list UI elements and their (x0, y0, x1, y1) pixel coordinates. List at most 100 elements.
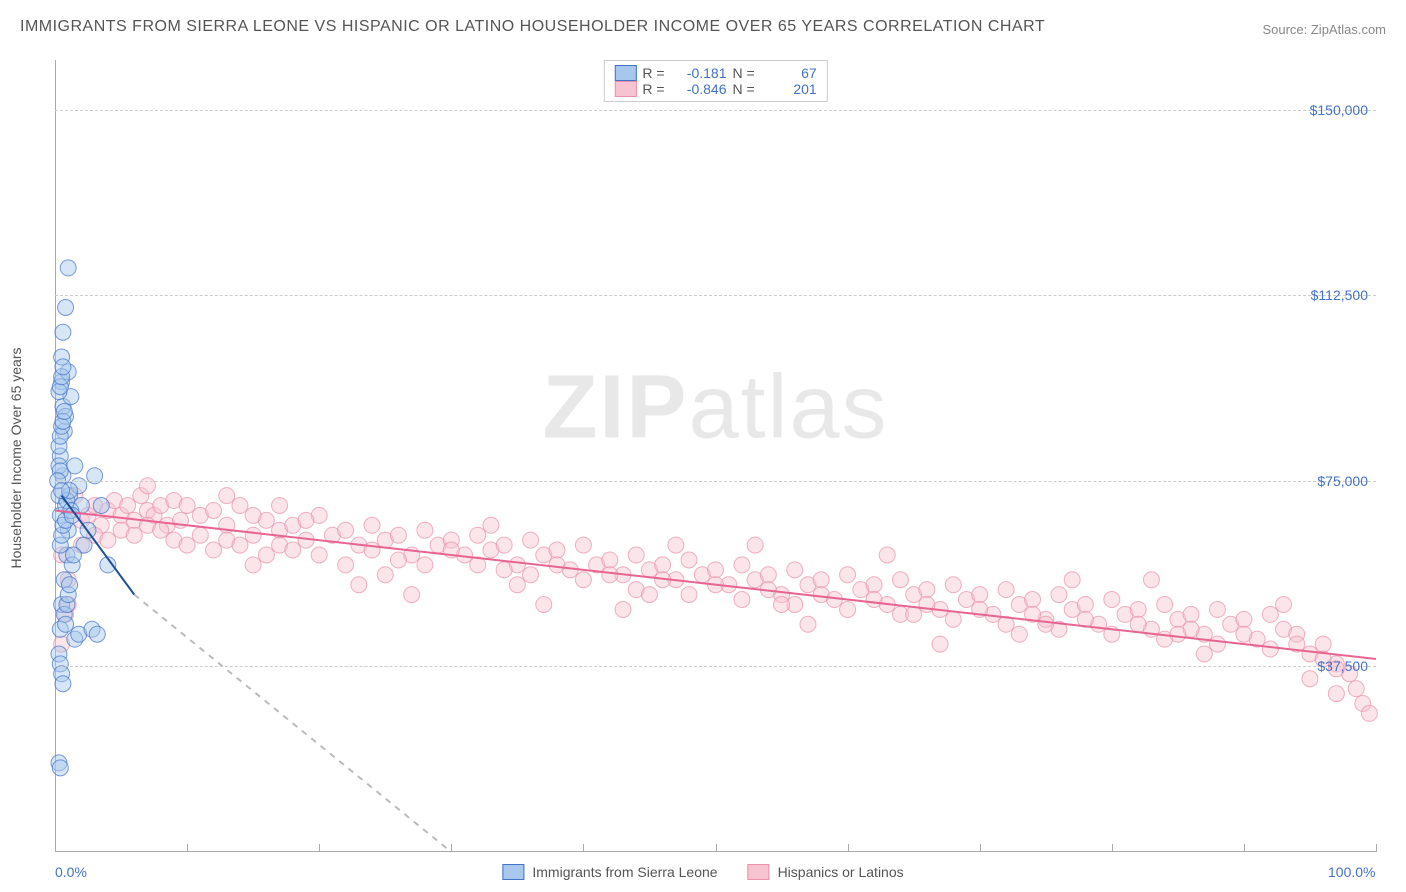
y-tick-label: $112,500 (1311, 287, 1368, 303)
gridline-h (55, 666, 1376, 667)
scatter-point (245, 507, 261, 523)
scatter-point (945, 611, 961, 627)
scatter-point (377, 567, 393, 583)
scatter-point (549, 557, 565, 573)
scatter-point (1183, 606, 1199, 622)
scatter-point (1302, 671, 1318, 687)
scatter-point (932, 636, 948, 652)
scatter-point (126, 527, 142, 543)
scatter-point (575, 572, 591, 588)
scatter-point (272, 498, 288, 514)
scatter-point (390, 552, 406, 568)
scatter-point (1236, 611, 1252, 627)
bottom-legend: Immigrants from Sierra Leone Hispanics o… (502, 864, 903, 880)
r-value-1: -0.181 (671, 65, 727, 81)
scatter-point (496, 537, 512, 553)
scatter-point (1157, 597, 1173, 613)
scatter-point (483, 517, 499, 533)
scatter-point (1262, 606, 1278, 622)
scatter-point (311, 547, 327, 563)
scatter-point (298, 512, 314, 528)
scatter-point (813, 587, 829, 603)
scatter-point (813, 572, 829, 588)
scatter-point (232, 537, 248, 553)
y-tick-label: $150,000 (1310, 102, 1368, 118)
scatter-point (800, 616, 816, 632)
scatter-point (1236, 626, 1252, 642)
scatter-point (747, 537, 763, 553)
scatter-point (1209, 601, 1225, 617)
scatter-point (866, 592, 882, 608)
bottom-legend-swatch-2 (748, 864, 770, 880)
scatter-point (285, 542, 301, 558)
scatter-point (67, 458, 83, 474)
scatter-point (351, 577, 367, 593)
scatter-point (56, 403, 72, 419)
scatter-point (1104, 592, 1120, 608)
legend-swatch-1 (614, 65, 636, 81)
scatter-point (245, 557, 261, 573)
scatter-point (89, 626, 105, 642)
x-tick-label: 100.0% (1328, 864, 1375, 880)
regression-line (134, 595, 451, 852)
scatter-point (998, 582, 1014, 598)
x-tick-mark (1112, 844, 1113, 852)
scatter-point (708, 562, 724, 578)
scatter-point (866, 577, 882, 593)
n-label-2: N = (733, 81, 755, 97)
regression-line (55, 510, 1376, 659)
scatter-point (232, 498, 248, 514)
scatter-point (919, 597, 935, 613)
scatter-point (55, 324, 71, 340)
x-tick-mark (716, 844, 717, 852)
bottom-legend-swatch-1 (502, 864, 524, 880)
scatter-point (417, 522, 433, 538)
scatter-point (1011, 626, 1027, 642)
scatter-point (417, 557, 433, 573)
scatter-point (60, 260, 76, 276)
scatter-point (1143, 572, 1159, 588)
scatter-point (655, 557, 671, 573)
scatter-point (536, 597, 552, 613)
scatter-point (840, 567, 856, 583)
scatter-point (668, 537, 684, 553)
x-tick-mark (187, 844, 188, 852)
scatter-point (892, 572, 908, 588)
scatter-point (1209, 636, 1225, 652)
scatter-point (1038, 616, 1054, 632)
gridline-h (55, 295, 1376, 296)
scatter-point (192, 527, 208, 543)
scatter-point (641, 587, 657, 603)
scatter-point (120, 498, 136, 514)
scatter-point (338, 522, 354, 538)
x-tick-mark (319, 844, 320, 852)
scatter-point (1276, 597, 1292, 613)
scatter-point (364, 542, 380, 558)
scatter-point (390, 527, 406, 543)
scatter-point (364, 517, 380, 533)
bottom-legend-label-1: Immigrants from Sierra Leone (532, 864, 717, 880)
scatter-point (404, 587, 420, 603)
scatter-point (219, 488, 235, 504)
scatter-point (1170, 626, 1186, 642)
scatter-point (628, 547, 644, 563)
source-attribution: Source: ZipAtlas.com (1262, 22, 1386, 37)
stats-legend-row-1: R = -0.181 N = 67 (614, 65, 816, 81)
r-value-2: -0.846 (671, 81, 727, 97)
scatter-point (496, 562, 512, 578)
x-tick-mark (1244, 844, 1245, 852)
scatter-point (258, 547, 274, 563)
scatter-point (153, 522, 169, 538)
scatter-point (55, 359, 71, 375)
gridline-h (55, 110, 1376, 111)
n-label-1: N = (733, 65, 755, 81)
scatter-point (62, 577, 78, 593)
y-tick-label: $37,500 (1317, 658, 1368, 674)
scatter-point (58, 300, 74, 316)
bottom-legend-label-2: Hispanics or Latinos (778, 864, 904, 880)
x-tick-mark (1376, 844, 1377, 852)
scatter-svg (55, 60, 1376, 852)
scatter-point (734, 592, 750, 608)
gridline-h (55, 481, 1376, 482)
scatter-point (523, 567, 539, 583)
